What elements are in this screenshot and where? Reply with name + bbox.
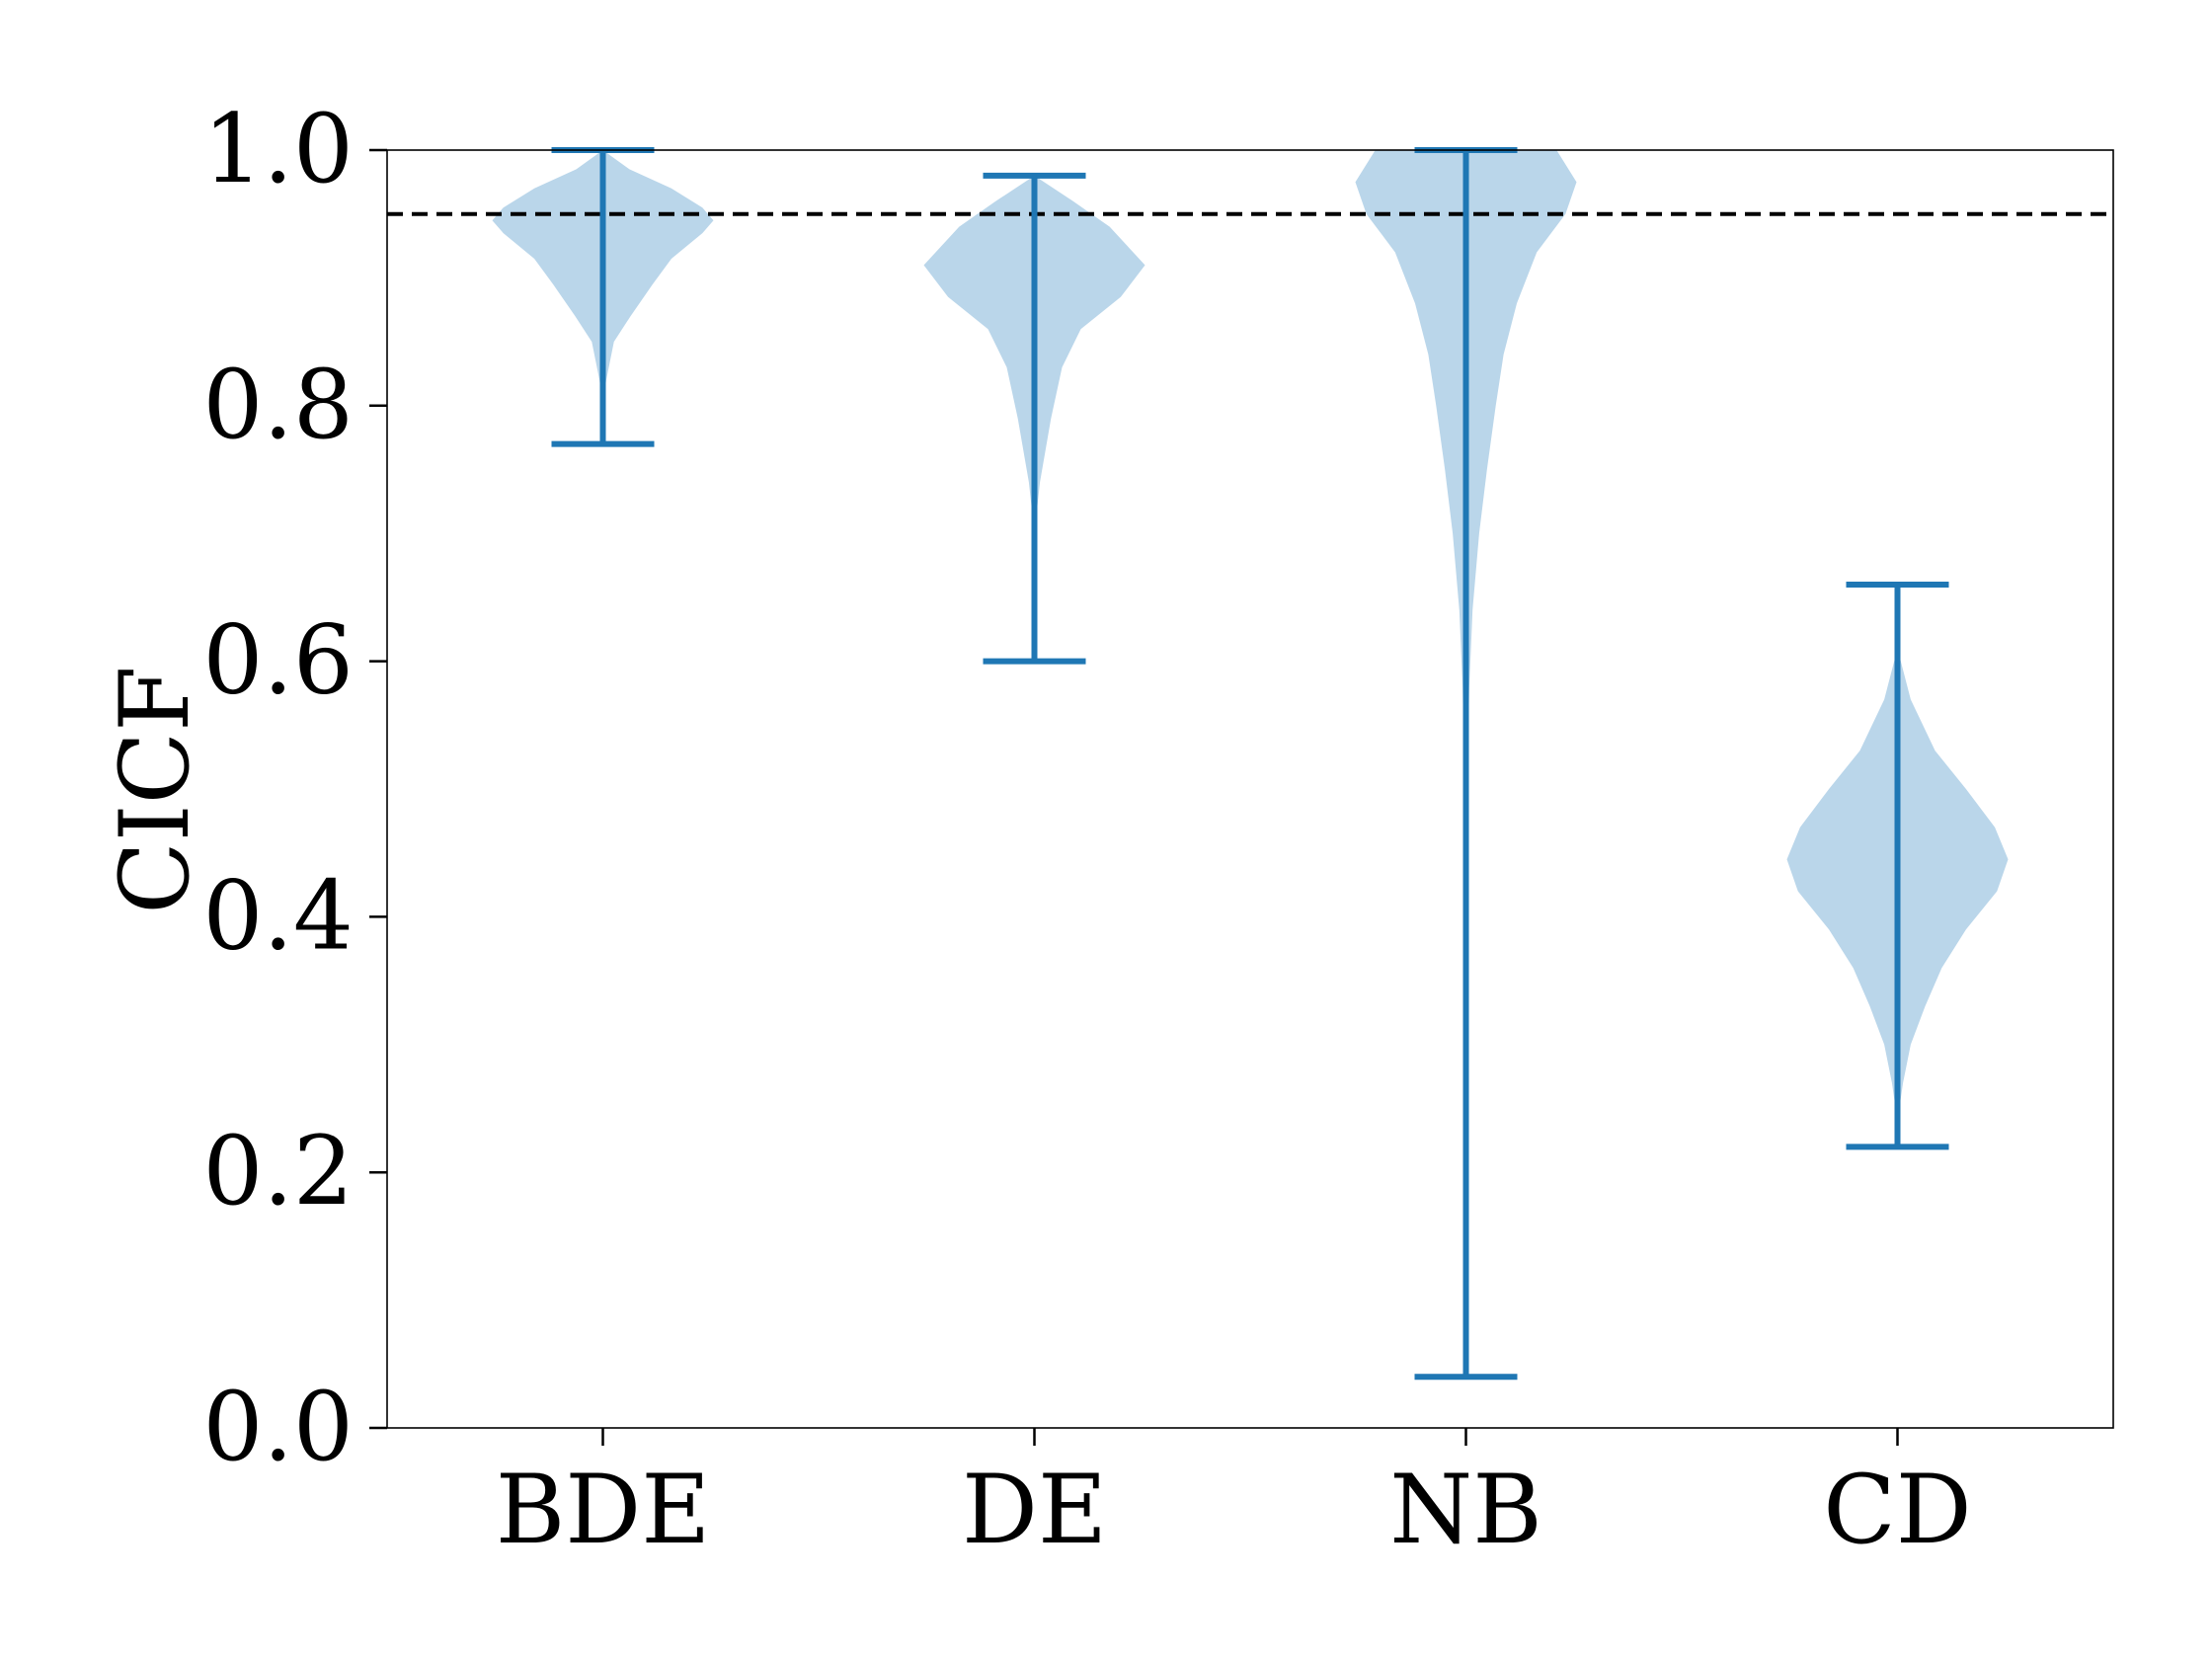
x-tick-label-cd: CD [1823, 1455, 1971, 1565]
x-tick-label-nb: NB [1389, 1455, 1542, 1565]
y-tick-label: 0.4 [202, 860, 354, 971]
plot-frame [386, 149, 2114, 1429]
whisker-layer [551, 147, 1949, 1381]
y-tick-label: 0.8 [202, 350, 354, 460]
y-tick-label: 0.6 [202, 605, 354, 716]
y-axis: 0.0 0.2 0.4 0.6 0.8 1.0 [202, 94, 387, 1482]
y-tick-label: 1.0 [202, 94, 354, 204]
y-axis-title: CICF [100, 666, 210, 913]
y-tick-label: 0.0 [202, 1372, 354, 1482]
x-tick-label-de: DE [962, 1455, 1107, 1565]
x-axis: BDE DE NB CD [496, 1428, 1972, 1565]
violin-bodies [492, 150, 2009, 1122]
y-tick-label: 0.2 [202, 1116, 354, 1226]
x-tick-label-bde: BDE [496, 1455, 711, 1565]
